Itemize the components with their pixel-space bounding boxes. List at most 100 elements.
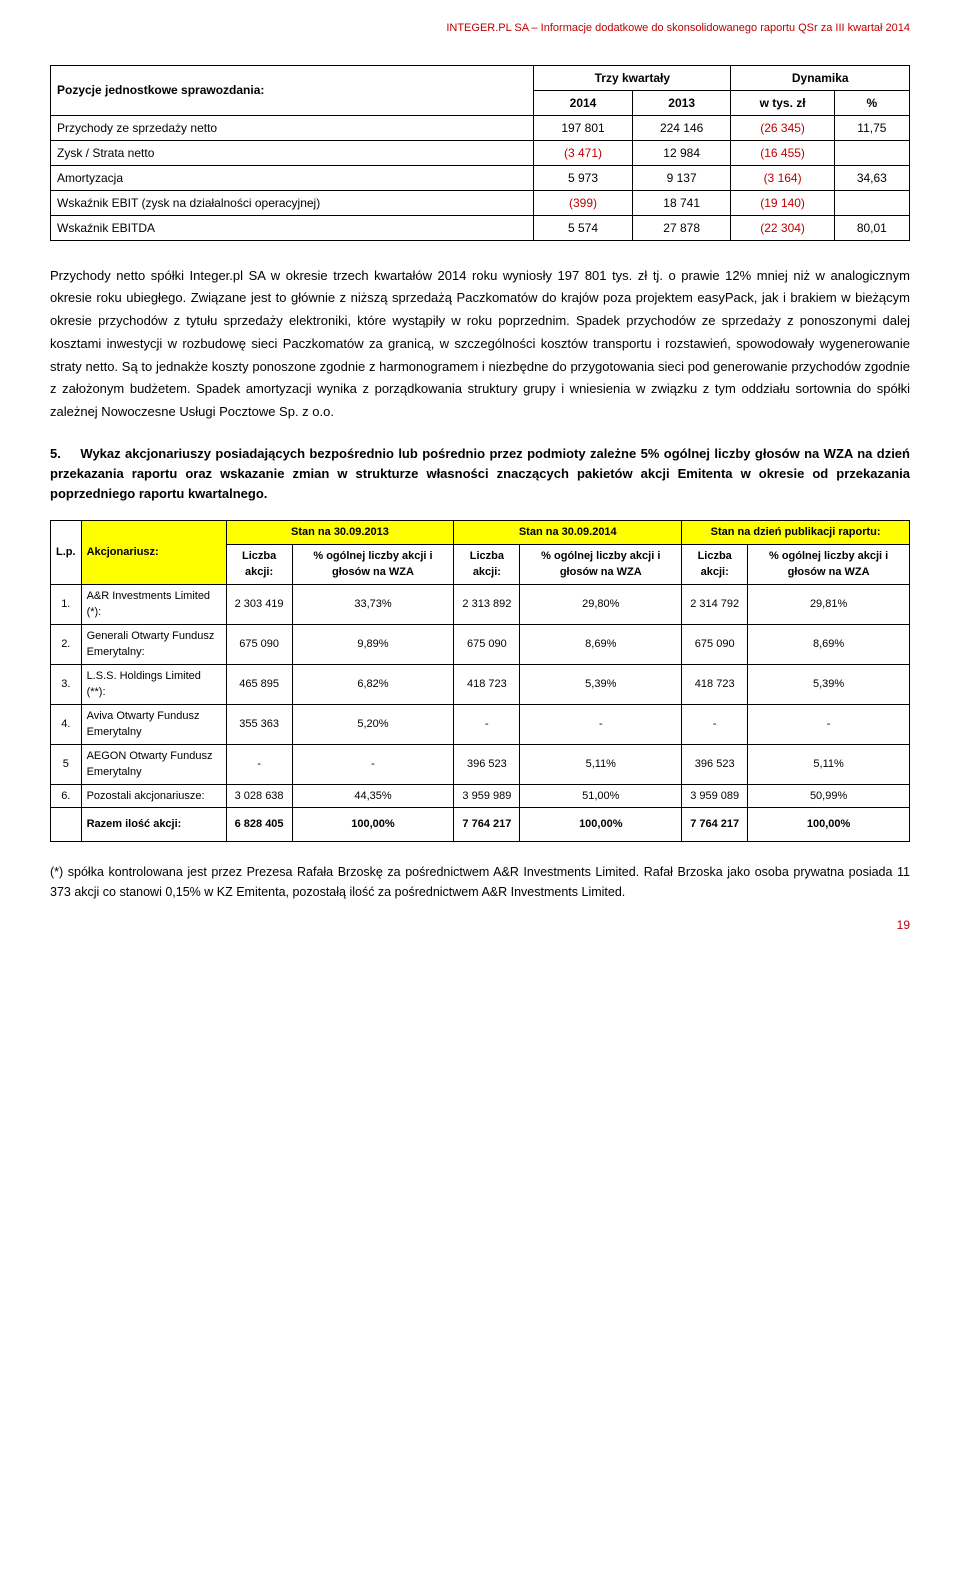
- t2-cell: 100,00%: [292, 808, 454, 842]
- t1-cell: 5 574: [534, 215, 633, 240]
- t2-period2: Stan na 30.09.2014: [454, 521, 682, 545]
- t1-cell: 27 878: [632, 215, 731, 240]
- t1-cell: 12 984: [632, 140, 731, 165]
- t2-cell: 3 959 089: [682, 784, 748, 808]
- t2-sub-la: Liczba akcji:: [682, 544, 748, 584]
- t1-cell: (16 455): [731, 140, 834, 165]
- t1-cell: 197 801: [534, 115, 633, 140]
- t2-cell: 33,73%: [292, 584, 454, 624]
- table-row: 3. L.S.S. Holdings Limited (**): 465 895…: [51, 664, 910, 704]
- t2-cell: 675 090: [682, 624, 748, 664]
- t2-cell: 29,81%: [748, 584, 910, 624]
- t2-lp: 6.: [51, 784, 82, 808]
- t1-col-2013: 2013: [632, 90, 731, 115]
- table-row: Wskaźnik EBITDA 5 574 27 878 (22 304) 80…: [51, 215, 910, 240]
- t2-akc-head: Akcjonariusz:: [81, 521, 226, 585]
- t1-cell: 18 741: [632, 190, 731, 215]
- t2-lp: 4.: [51, 704, 82, 744]
- t2-cell: 675 090: [454, 624, 520, 664]
- t1-cell: 9 137: [632, 165, 731, 190]
- t2-cell: 9,89%: [292, 624, 454, 664]
- t2-cell: 6,82%: [292, 664, 454, 704]
- table-row: 1. A&R Investments Limited (*): 2 303 41…: [51, 584, 910, 624]
- t1-label: Amortyzacja: [51, 165, 534, 190]
- t2-cell: 396 523: [454, 744, 520, 784]
- table-row: 6. Pozostali akcjonariusze: 3 028 638 44…: [51, 784, 910, 808]
- body-paragraph: Przychody netto spółki Integer.pl SA w o…: [50, 265, 910, 424]
- t2-cell: -: [292, 744, 454, 784]
- table-row: 2. Generali Otwarty Fundusz Emerytalny: …: [51, 624, 910, 664]
- t1-col-2014: 2014: [534, 90, 633, 115]
- t2-name: Pozostali akcjonariusze:: [81, 784, 226, 808]
- t1-cell: [834, 190, 909, 215]
- t2-period3: Stan na dzień publikacji raportu:: [682, 521, 910, 545]
- table-row: Zysk / Strata netto (3 471) 12 984 (16 4…: [51, 140, 910, 165]
- t1-cell: [834, 140, 909, 165]
- t2-lp: 1.: [51, 584, 82, 624]
- t2-cell: 5,39%: [748, 664, 910, 704]
- t2-cell: 2 314 792: [682, 584, 748, 624]
- table-sum-row: Razem ilość akcji: 6 828 405 100,00% 7 7…: [51, 808, 910, 842]
- t1-cell: (22 304): [731, 215, 834, 240]
- t2-cell: 355 363: [226, 704, 292, 744]
- t2-cell: 465 895: [226, 664, 292, 704]
- section-number: 5.: [50, 444, 76, 464]
- t2-lp: 2.: [51, 624, 82, 664]
- t1-cell: (3 471): [534, 140, 633, 165]
- t2-cell: 44,35%: [292, 784, 454, 808]
- t1-label: Wskaźnik EBITDA: [51, 215, 534, 240]
- t2-sub-pct: % ogólnej liczby akcji i głosów na WZA: [292, 544, 454, 584]
- t2-name: A&R Investments Limited (*):: [81, 584, 226, 624]
- t2-cell: 50,99%: [748, 784, 910, 808]
- t2-cell: 418 723: [682, 664, 748, 704]
- t1-label: Przychody ze sprzedaży netto: [51, 115, 534, 140]
- t2-cell: 8,69%: [520, 624, 682, 664]
- t2-cell: 418 723: [454, 664, 520, 704]
- t1-col0: Pozycje jednostkowe sprawozdania:: [51, 65, 534, 115]
- section-heading: 5. Wykaz akcjonariuszy posiadających bez…: [50, 444, 910, 504]
- footnote: (*) spółka kontrolowana jest przez Preze…: [50, 862, 910, 902]
- t2-cell: 6 828 405: [226, 808, 292, 842]
- t2-name: L.S.S. Holdings Limited (**):: [81, 664, 226, 704]
- page-number: 19: [50, 916, 910, 934]
- t2-cell: -: [682, 704, 748, 744]
- t1-col1: Trzy kwartały: [534, 65, 731, 90]
- t1-cell: (399): [534, 190, 633, 215]
- t2-lp: 3.: [51, 664, 82, 704]
- t2-cell: 3 028 638: [226, 784, 292, 808]
- t1-cell: (3 164): [731, 165, 834, 190]
- t2-cell: 396 523: [682, 744, 748, 784]
- t1-cell: (26 345): [731, 115, 834, 140]
- t1-label: Zysk / Strata netto: [51, 140, 534, 165]
- t2-cell: 2 313 892: [454, 584, 520, 624]
- t2-sub-pct: % ogólnej liczby akcji i głosów na WZA: [520, 544, 682, 584]
- shareholders-table: L.p. Akcjonariusz: Stan na 30.09.2013 St…: [50, 520, 910, 842]
- t2-cell: 8,69%: [748, 624, 910, 664]
- t1-cell: 224 146: [632, 115, 731, 140]
- t2-cell: -: [226, 744, 292, 784]
- t1-cell: 11,75: [834, 115, 909, 140]
- t1-cell: 5 973: [534, 165, 633, 190]
- t2-cell: 100,00%: [520, 808, 682, 842]
- t2-lp-head: L.p.: [51, 521, 82, 585]
- t2-sub-pct: % ogólnej liczby akcji i głosów na WZA: [748, 544, 910, 584]
- t2-cell: -: [454, 704, 520, 744]
- t2-name: Aviva Otwarty Fundusz Emerytalny: [81, 704, 226, 744]
- table-row: Wskaźnik EBIT (zysk na działalności oper…: [51, 190, 910, 215]
- t2-cell: -: [748, 704, 910, 744]
- section-title: Wykaz akcjonariuszy posiadających bezpoś…: [50, 446, 910, 501]
- t2-cell: 675 090: [226, 624, 292, 664]
- t2-period1: Stan na 30.09.2013: [226, 521, 454, 545]
- table-row: Amortyzacja 5 973 9 137 (3 164) 34,63: [51, 165, 910, 190]
- running-header: INTEGER.PL SA – Informacje dodatkowe do …: [50, 20, 910, 37]
- t2-cell: -: [520, 704, 682, 744]
- t2-cell: 2 303 419: [226, 584, 292, 624]
- t2-cell: 5,11%: [748, 744, 910, 784]
- t2-sub-la: Liczba akcji:: [226, 544, 292, 584]
- t1-cell: 34,63: [834, 165, 909, 190]
- t2-sum-label: Razem ilość akcji:: [81, 808, 226, 842]
- t1-cell: 80,01: [834, 215, 909, 240]
- t2-cell: 5,20%: [292, 704, 454, 744]
- t2-cell: 3 959 989: [454, 784, 520, 808]
- table-row: 5 AEGON Otwarty Fundusz Emerytalny - - 3…: [51, 744, 910, 784]
